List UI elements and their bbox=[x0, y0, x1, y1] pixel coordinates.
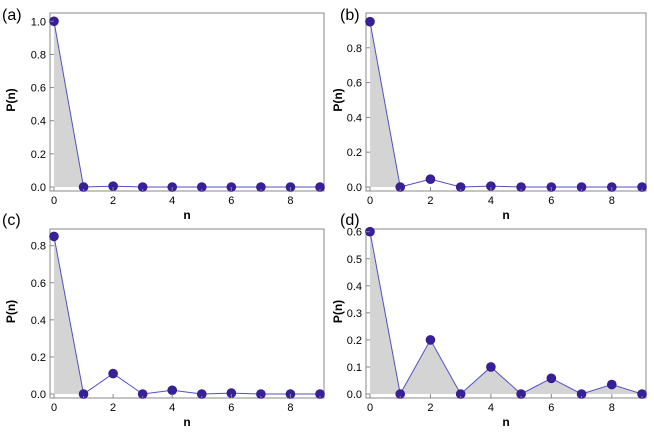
data-point bbox=[196, 389, 207, 399]
y-tick-label: 0.2 bbox=[31, 352, 46, 364]
y-tick-label: 0.6 bbox=[347, 227, 362, 239]
x-tick-label: 2 bbox=[427, 402, 433, 414]
x-tick-label: 8 bbox=[287, 402, 293, 414]
x-tick-label: 0 bbox=[367, 195, 373, 207]
panel-label: (c) bbox=[2, 212, 21, 229]
y-tick-label: 0.0 bbox=[347, 182, 362, 194]
y-tick-label: 0.0 bbox=[31, 389, 46, 401]
data-point bbox=[196, 182, 207, 192]
data-point bbox=[395, 182, 406, 192]
y-axis-label: P(n) bbox=[4, 300, 18, 323]
x-tick-label: 6 bbox=[548, 402, 554, 414]
x-tick-label: 0 bbox=[51, 402, 57, 414]
x-axis-label: n bbox=[502, 415, 509, 429]
fill-region bbox=[370, 231, 642, 394]
data-point bbox=[365, 16, 375, 27]
x-tick-label: 4 bbox=[488, 195, 494, 207]
panel-label: (d) bbox=[340, 212, 360, 229]
y-tick-label: 0.6 bbox=[31, 278, 46, 290]
x-tick-label: 0 bbox=[51, 195, 57, 207]
plot-frame bbox=[365, 12, 647, 192]
series-line bbox=[53, 21, 320, 188]
data-point bbox=[637, 389, 647, 399]
x-tick-label: 8 bbox=[609, 402, 615, 414]
y-tick-label: 1.0 bbox=[31, 16, 46, 28]
x-tick-label: 4 bbox=[169, 195, 175, 207]
data-point bbox=[315, 389, 325, 399]
y-tick-label: 0.8 bbox=[347, 43, 362, 55]
y-axis-label: P(n) bbox=[4, 88, 18, 111]
x-axis-label: n bbox=[183, 415, 190, 429]
plot-frame bbox=[365, 228, 647, 399]
data-point bbox=[78, 182, 89, 192]
data-point bbox=[516, 182, 526, 192]
data-point bbox=[315, 182, 325, 192]
x-tick-label: 8 bbox=[609, 195, 615, 207]
series-line bbox=[369, 231, 643, 396]
y-tick-label: 0.2 bbox=[31, 149, 46, 161]
x-tick-label: 6 bbox=[228, 402, 234, 414]
panel-label: (a) bbox=[2, 7, 22, 24]
x-tick-label: 4 bbox=[488, 402, 494, 414]
y-axis-label: P(n) bbox=[331, 300, 345, 323]
data-point bbox=[637, 182, 647, 192]
y-tick-label: 0.0 bbox=[347, 389, 362, 401]
data-point bbox=[576, 389, 587, 399]
x-axis-label: n bbox=[502, 208, 509, 222]
x-tick-label: 2 bbox=[110, 195, 116, 207]
x-tick-label: 4 bbox=[169, 402, 175, 414]
data-point bbox=[167, 385, 178, 396]
data-point bbox=[516, 389, 526, 399]
data-point bbox=[137, 389, 148, 399]
x-tick-label: 2 bbox=[110, 402, 116, 414]
plot-frame bbox=[49, 12, 325, 192]
y-tick-label: 0.4 bbox=[347, 112, 362, 124]
data-point bbox=[546, 373, 557, 384]
data-point bbox=[256, 389, 266, 399]
data-point bbox=[108, 368, 118, 379]
x-tick-label: 8 bbox=[287, 195, 293, 207]
series-line bbox=[369, 21, 642, 188]
data-point bbox=[425, 335, 436, 345]
y-tick-label: 0.0 bbox=[31, 182, 46, 194]
data-point bbox=[49, 231, 59, 242]
y-tick-label: 0.1 bbox=[347, 362, 362, 374]
y-tick-label: 0.8 bbox=[31, 241, 46, 253]
data-point bbox=[576, 182, 587, 192]
data-point bbox=[78, 389, 89, 399]
data-point bbox=[395, 389, 406, 399]
y-tick-label: 0.2 bbox=[347, 147, 362, 159]
chart-panel: 0 2 4 6 8 0.0 0.1 0.2 0.3 0.4 0.5 0.6 n P(n) (d) bbox=[331, 212, 647, 429]
data-point bbox=[486, 362, 496, 372]
y-tick-label: 0.4 bbox=[347, 281, 362, 293]
y-axis-label: P(n) bbox=[331, 88, 345, 111]
data-point bbox=[455, 389, 466, 399]
chart-panel: 0 2 4 6 8 0.0 0.2 0.4 0.6 0.8 n P(n) (c) bbox=[2, 212, 325, 429]
data-point bbox=[425, 174, 436, 184]
x-tick-label: 6 bbox=[548, 195, 554, 207]
series-line bbox=[53, 236, 320, 395]
plot-frame bbox=[49, 228, 325, 399]
data-point bbox=[455, 182, 466, 192]
y-tick-label: 0.8 bbox=[31, 49, 46, 61]
chart-panel: 0 2 4 6 8 0.0 0.2 0.4 0.6 0.8 1.0 n P(n) (a) bbox=[2, 7, 325, 222]
y-tick-label: 0.3 bbox=[347, 308, 362, 320]
data-point bbox=[256, 182, 266, 192]
y-tick-label: 0.6 bbox=[31, 83, 46, 95]
x-tick-label: 2 bbox=[427, 195, 433, 207]
y-tick-label: 0.5 bbox=[347, 254, 362, 266]
y-tick-label: 0.4 bbox=[31, 116, 46, 128]
x-tick-label: 0 bbox=[367, 402, 373, 414]
y-tick-label: 0.6 bbox=[347, 78, 362, 90]
y-tick-label: 0.4 bbox=[31, 315, 46, 327]
data-point bbox=[606, 379, 617, 390]
data-point bbox=[137, 182, 148, 192]
x-tick-label: 6 bbox=[228, 195, 234, 207]
y-tick-label: 0.2 bbox=[347, 335, 362, 347]
panel-label: (b) bbox=[340, 7, 360, 24]
x-axis-label: n bbox=[183, 208, 190, 222]
chart-panel: 0 2 4 6 8 0.0 0.2 0.4 0.6 0.8 n P(n) (b) bbox=[331, 7, 647, 222]
